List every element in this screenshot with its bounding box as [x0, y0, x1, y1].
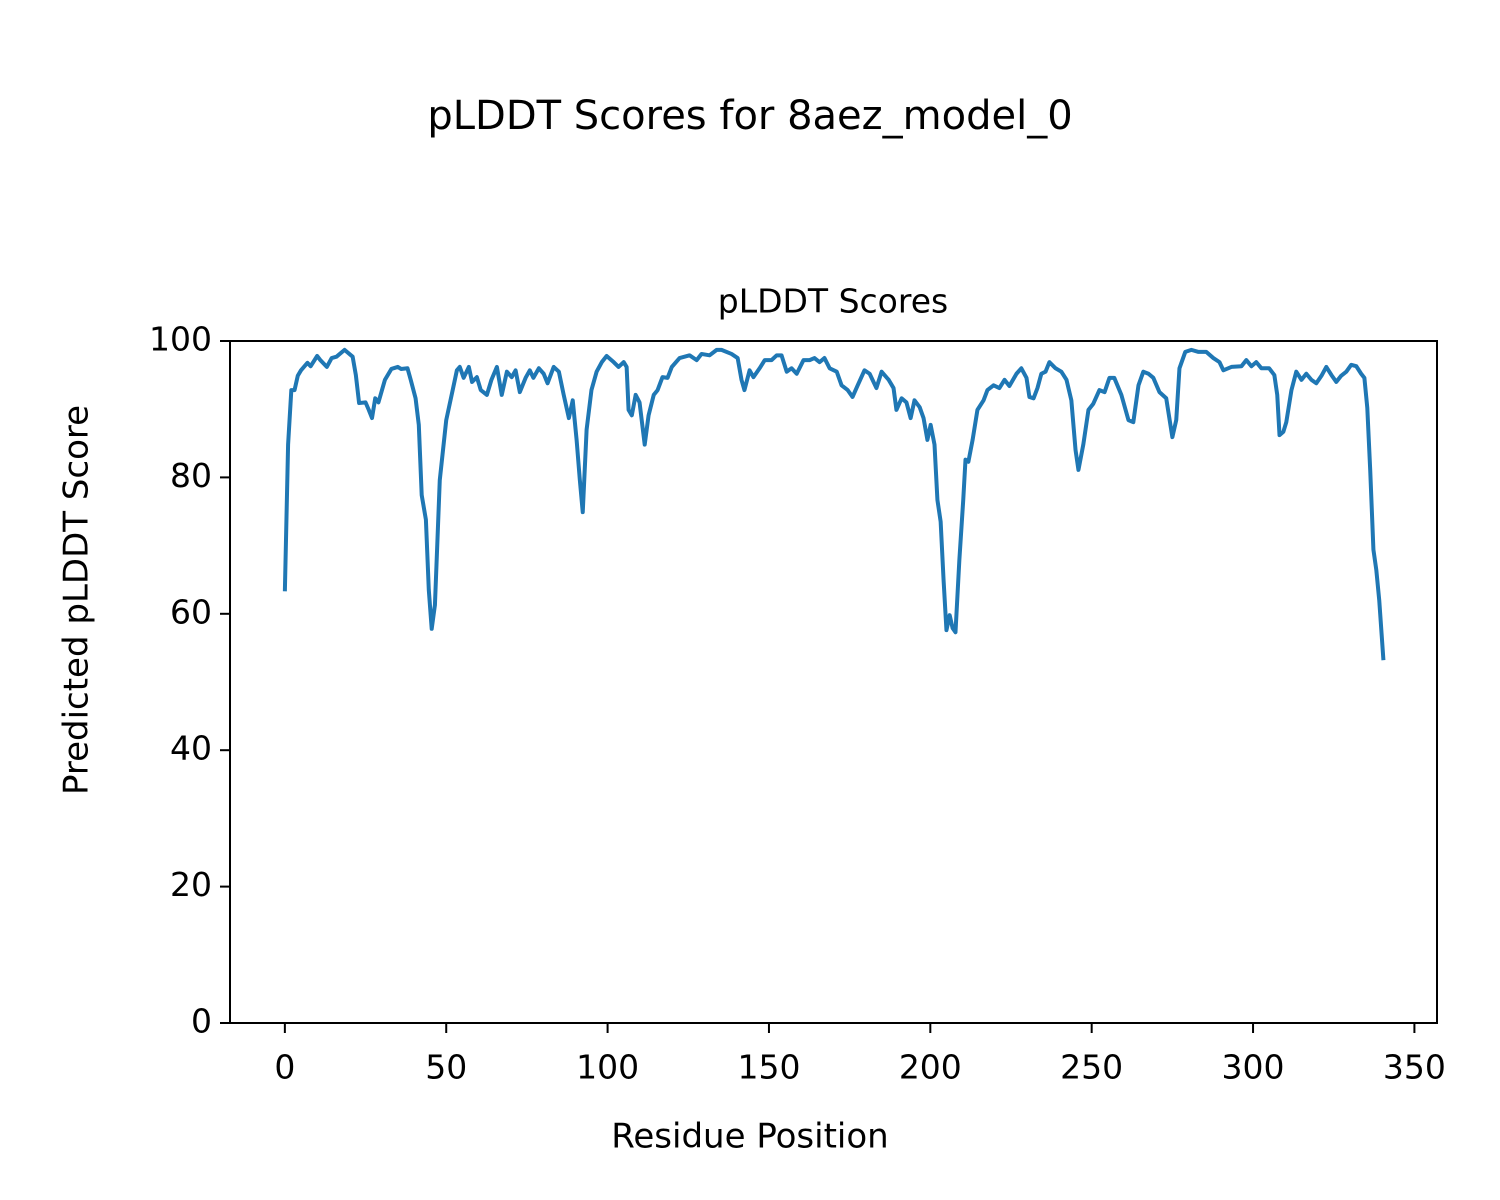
y-tick-label: 40 [170, 729, 212, 768]
x-axis-label: Residue Position [611, 1117, 888, 1157]
y-axis-label: Predicted pLDDT Score [57, 405, 97, 795]
line-series [282, 347, 1386, 661]
y-tick-label: 0 [191, 1002, 212, 1041]
y-tick-label: 80 [170, 456, 212, 495]
x-tick-label: 350 [1383, 1048, 1446, 1087]
chart-subtitle: pLDDT Scores [718, 282, 948, 321]
y-tick-label: 100 [149, 320, 212, 359]
x-tick-label: 150 [737, 1048, 800, 1087]
plot-frame [229, 340, 1438, 1024]
chart-title: pLDDT Scores for 8aez_model_0 [427, 93, 1072, 139]
x-tick-label: 0 [274, 1048, 295, 1087]
y-tick-label: 60 [170, 592, 212, 631]
x-tick-label: 200 [899, 1048, 962, 1087]
x-tick-label: 100 [576, 1048, 639, 1087]
x-tick-label: 50 [425, 1048, 467, 1087]
x-tick-label: 250 [1060, 1048, 1123, 1087]
y-tick-label: 20 [170, 865, 212, 904]
x-tick-label: 300 [1222, 1048, 1285, 1087]
